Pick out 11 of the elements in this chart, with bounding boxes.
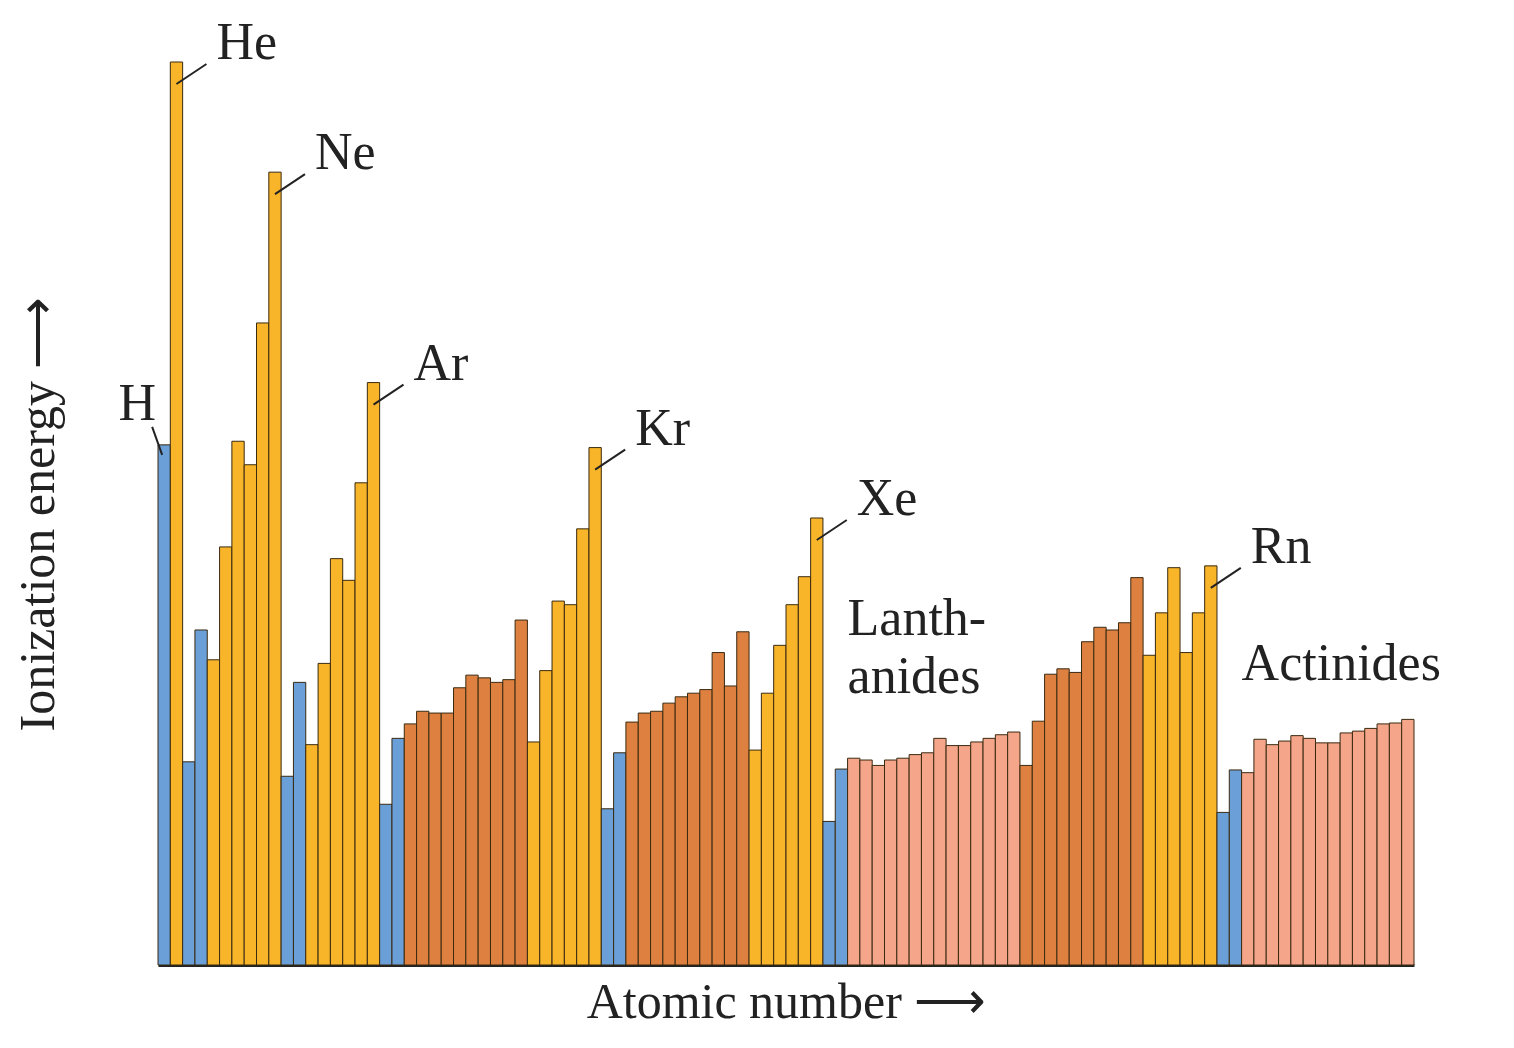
annotation: Ar [413,333,469,391]
annotation: Xe [856,469,918,527]
annotation: Rn [1250,516,1312,574]
annotation: Kr [635,398,691,456]
annotation: Ne [314,123,376,181]
y-axis-title: Ionization energy ⟶ [8,296,65,732]
x-axis-title: Atomic number ⟶ [586,972,987,1029]
annotation: Lanth- anides [847,589,987,705]
annotation: He [216,13,278,70]
text: H [118,373,157,431]
annotation: Actinides [1241,634,1441,692]
